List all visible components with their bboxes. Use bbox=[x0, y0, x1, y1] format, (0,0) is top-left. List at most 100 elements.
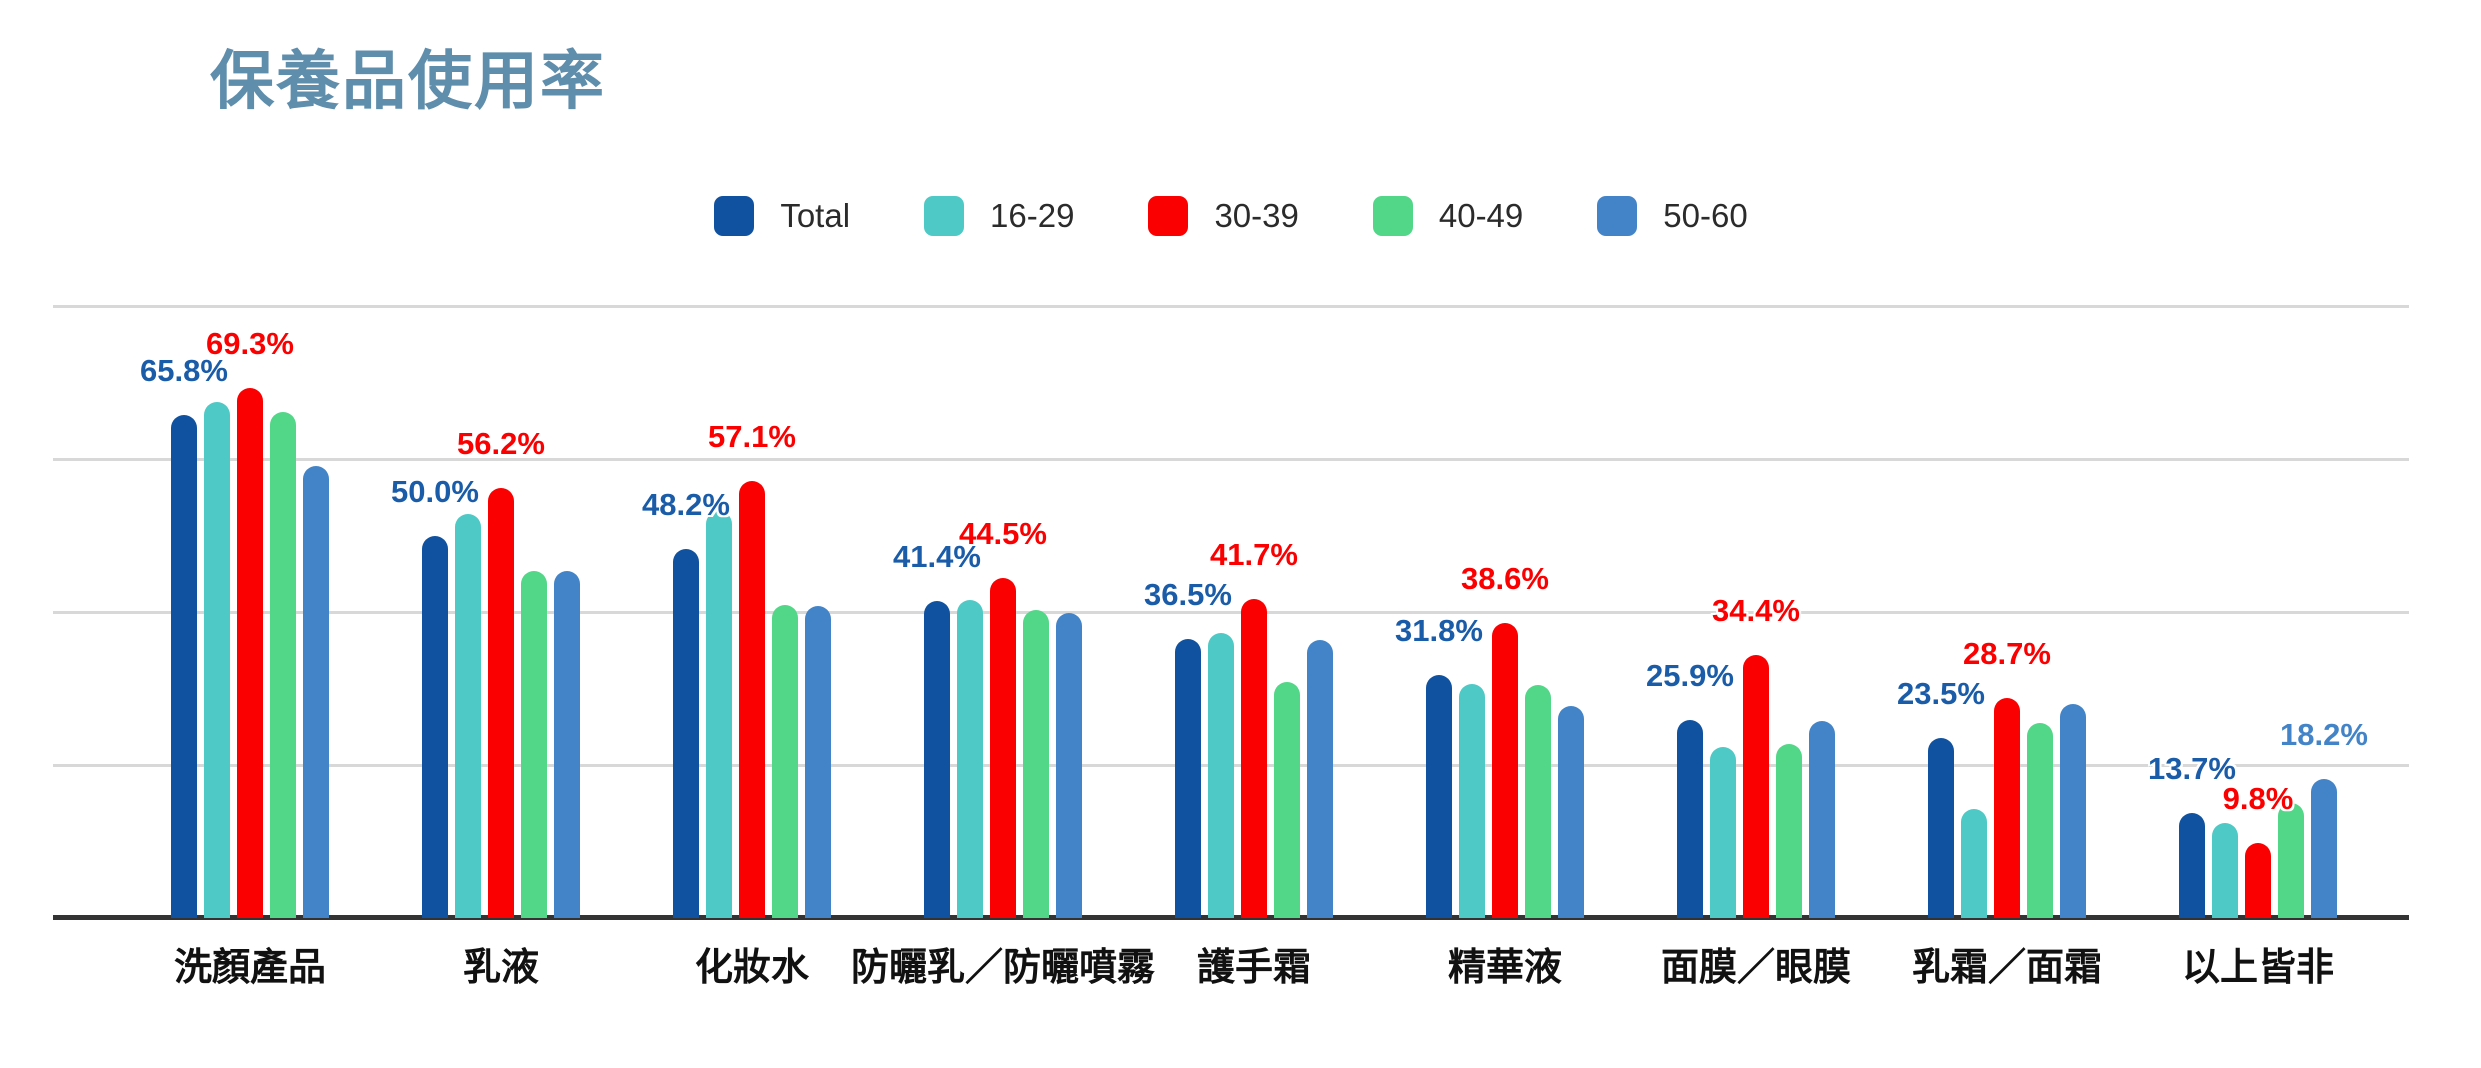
legend-item-Total: Total bbox=[714, 196, 850, 236]
value-label-Total-乳霜／面霜: 23.5% bbox=[1897, 676, 1985, 712]
bar-Total-面膜／眼膜 bbox=[1677, 719, 1703, 918]
bar-16-29-以上皆非 bbox=[2212, 823, 2238, 918]
bar-40-49-防曬乳／防曬噴霧 bbox=[1023, 609, 1049, 918]
bar-group-3: 48.2% 57.1% 化妝水 bbox=[642, 153, 831, 989]
value-label-Total-洗顏產品: 65.8% bbox=[140, 352, 228, 388]
category-label-4: 防曬乳／防曬噴霧 bbox=[850, 947, 1156, 989]
bar-50-60-化妝水 bbox=[805, 605, 831, 918]
bar-Total-乳液 bbox=[422, 535, 448, 918]
gridline-80pct bbox=[53, 304, 2409, 308]
bar-group-8: 23.5% 28.7% 乳霜／面霜 bbox=[1897, 153, 2102, 989]
bar-group-4: 41.4% 44.5% 防曬乳／防曬噴霧 bbox=[851, 153, 1155, 989]
bar-Total-防曬乳／防曬噴霧 bbox=[924, 601, 950, 918]
legend-item-50-60: 50-60 bbox=[1597, 196, 1748, 236]
bar-30-39-乳霜／面霜 bbox=[1994, 698, 2020, 918]
value-label-30-39-精華液: 38.6% bbox=[1461, 560, 1549, 596]
bar-group-7: 25.9% 34.4% 面膜／眼膜 bbox=[1646, 153, 1851, 989]
bar-50-60-洗顏產品 bbox=[303, 465, 329, 918]
legend-label-30-39: 30-39 bbox=[1214, 197, 1299, 234]
bar-30-39-防曬乳／防曬噴霧 bbox=[990, 577, 1016, 918]
bar-group-2: 50.0% 56.2% 乳液 bbox=[391, 153, 580, 989]
bar-30-39-面膜／眼膜 bbox=[1743, 654, 1769, 918]
bar-40-49-以上皆非 bbox=[2278, 803, 2304, 918]
legend: Total 16-29 30-39 40-49 50-60 bbox=[53, 196, 2409, 236]
value-label-Total-化妝水: 48.2% bbox=[642, 487, 730, 523]
bar-30-39-以上皆非 bbox=[2245, 843, 2271, 918]
bar-50-60-以上皆非 bbox=[2311, 778, 2337, 918]
bar-50-60-面膜／眼膜 bbox=[1809, 720, 1835, 918]
bar-30-39-護手霜 bbox=[1241, 599, 1267, 918]
category-label-1: 洗顏產品 bbox=[173, 947, 327, 989]
bar-50-60-護手霜 bbox=[1307, 639, 1333, 918]
chart-title: 保養品使用率 bbox=[210, 45, 606, 117]
legend-swatch-16-29 bbox=[924, 196, 965, 236]
value-label-30-39-以上皆非: 9.8% bbox=[2222, 781, 2294, 817]
bar-group-9: 13.7% 9.8% 18.2% 以上皆非 bbox=[2148, 153, 2368, 989]
bar-group-1: 65.8% 69.3% 洗顏產品 bbox=[140, 153, 329, 989]
category-label-7: 面膜／眼膜 bbox=[1660, 947, 1852, 989]
bar-group-6: 31.8% 38.6% 精華液 bbox=[1395, 153, 1584, 989]
bar-16-29-洗顏產品 bbox=[204, 401, 230, 918]
bar-40-49-化妝水 bbox=[772, 605, 798, 918]
legend-swatch-50-60 bbox=[1597, 196, 1638, 236]
category-label-2: 乳液 bbox=[462, 947, 540, 989]
value-label-30-39-洗顏產品: 69.3% bbox=[206, 325, 294, 361]
gridline-40pct bbox=[53, 610, 2409, 614]
bar-16-29-化妝水 bbox=[706, 511, 732, 918]
value-label-50-60-以上皆非: 18.2% bbox=[2280, 716, 2368, 752]
bar-Total-洗顏產品 bbox=[171, 414, 197, 918]
value-label-Total-以上皆非: 13.7% bbox=[2148, 751, 2236, 787]
bar-50-60-精華液 bbox=[1558, 706, 1584, 918]
legend-swatch-40-49 bbox=[1372, 196, 1413, 236]
bar-Total-乳霜／面霜 bbox=[1928, 738, 1954, 918]
bar-50-60-乳液 bbox=[554, 570, 580, 918]
bar-30-39-乳液 bbox=[488, 488, 514, 918]
legend-item-16-29: 16-29 bbox=[924, 196, 1074, 236]
gridline-60pct bbox=[53, 457, 2409, 461]
bar-Total-精華液 bbox=[1426, 674, 1452, 918]
bar-40-49-護手霜 bbox=[1274, 681, 1300, 918]
category-label-6: 精華液 bbox=[1447, 947, 1563, 989]
bar-Total-以上皆非 bbox=[2179, 813, 2205, 918]
bar-40-49-洗顏產品 bbox=[270, 411, 296, 918]
value-label-Total-面膜／眼膜: 25.9% bbox=[1646, 657, 1734, 693]
bar-30-39-精華液 bbox=[1492, 622, 1518, 918]
bar-16-29-防曬乳／防曬噴霧 bbox=[957, 599, 983, 918]
bar-Total-化妝水 bbox=[673, 549, 699, 918]
value-label-30-39-防曬乳／防曬噴霧: 44.5% bbox=[959, 515, 1047, 551]
category-label-5: 護手霜 bbox=[1196, 947, 1312, 989]
legend-label-Total: Total bbox=[780, 197, 851, 234]
legend-label-16-29: 16-29 bbox=[990, 197, 1075, 234]
bar-50-60-防曬乳／防曬噴霧 bbox=[1056, 612, 1082, 918]
bar-40-49-精華液 bbox=[1525, 685, 1551, 918]
bar-16-29-護手霜 bbox=[1208, 633, 1234, 918]
legend-swatch-Total bbox=[714, 196, 755, 236]
legend-label-40-49: 40-49 bbox=[1438, 197, 1524, 234]
value-label-Total-防曬乳／防曬噴霧: 41.4% bbox=[893, 539, 981, 575]
category-label-8: 乳霜／面霜 bbox=[1911, 947, 2103, 989]
bar-16-29-乳霜／面霜 bbox=[1961, 809, 1987, 918]
bar-40-49-面膜／眼膜 bbox=[1776, 743, 1802, 918]
plot-area: 65.8% 69.3% 洗顏產品 50.0% 56.2% 乳液 48.2% 57.1% 化妝水 4… bbox=[53, 153, 2409, 989]
value-label-30-39-乳液: 56.2% bbox=[457, 426, 545, 462]
legend-item-40-49: 40-49 bbox=[1372, 196, 1524, 236]
bar-16-29-乳液 bbox=[455, 514, 481, 918]
bar-Total-護手霜 bbox=[1175, 638, 1201, 918]
value-label-Total-乳液: 50.0% bbox=[391, 473, 479, 509]
bar-16-29-面膜／眼膜 bbox=[1710, 746, 1736, 918]
bar-50-60-乳霜／面霜 bbox=[2060, 703, 2086, 918]
value-label-30-39-乳霜／面霜: 28.7% bbox=[1963, 636, 2051, 672]
legend-item-30-39: 30-39 bbox=[1148, 196, 1299, 236]
category-label-9: 以上皆非 bbox=[2181, 947, 2335, 989]
value-label-30-39-化妝水: 57.1% bbox=[708, 419, 796, 455]
bar-30-39-化妝水 bbox=[739, 481, 765, 918]
bar-group-5: 36.5% 41.7% 護手霜 bbox=[1144, 153, 1333, 989]
bar-16-29-精華液 bbox=[1459, 683, 1485, 918]
value-label-30-39-護手霜: 41.7% bbox=[1210, 537, 1298, 572]
bar-30-39-洗顏產品 bbox=[237, 387, 263, 918]
value-label-Total-精華液: 31.8% bbox=[1395, 612, 1483, 648]
legend-swatch-30-39 bbox=[1148, 196, 1189, 236]
bar-40-49-乳霜／面霜 bbox=[2027, 722, 2053, 918]
bar-40-49-乳液 bbox=[521, 571, 547, 918]
value-label-30-39-面膜／眼膜: 34.4% bbox=[1712, 592, 1800, 628]
